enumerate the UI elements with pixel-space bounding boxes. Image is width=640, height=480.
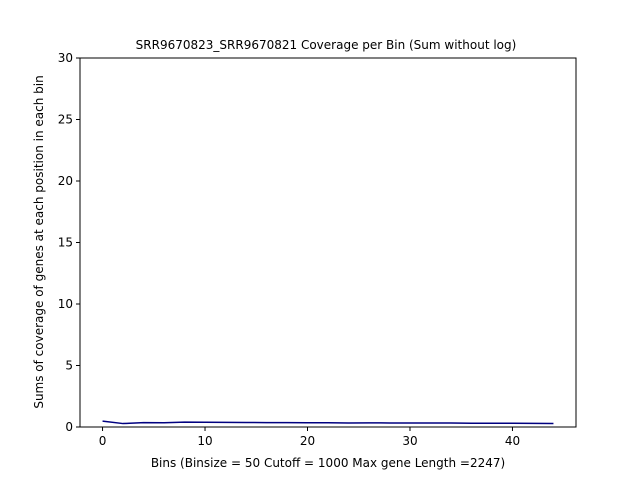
- y-tick-label: 20: [58, 174, 73, 188]
- x-tick-label: 10: [197, 434, 212, 448]
- x-tick-label: 0: [99, 434, 107, 448]
- y-tick-label: 0: [65, 420, 73, 434]
- x-axis-label: Bins (Binsize = 50 Cutoff = 1000 Max gen…: [151, 456, 505, 470]
- y-tick-label: 15: [58, 236, 73, 250]
- y-tick-label: 30: [58, 51, 73, 65]
- y-axis-label: Sums of coverage of genes at each positi…: [32, 75, 46, 408]
- x-tick-label: 40: [505, 434, 520, 448]
- plot-frame: [79, 57, 577, 428]
- x-tick-label: 20: [300, 434, 315, 448]
- y-tick-label: 5: [65, 359, 73, 373]
- y-axis-ticks: 0 5 10 15 20 25 30: [58, 51, 80, 434]
- y-tick-label: 25: [58, 113, 73, 127]
- series-layer: [102, 420, 554, 425]
- x-axis-ticks: 0 10 20 30 40: [99, 427, 520, 448]
- y-tick-label: 10: [58, 297, 73, 311]
- series-line: [102, 420, 554, 425]
- chart-title: SRR9670823_SRR9670821 Coverage per Bin (…: [136, 38, 517, 52]
- x-tick-label: 30: [402, 434, 417, 448]
